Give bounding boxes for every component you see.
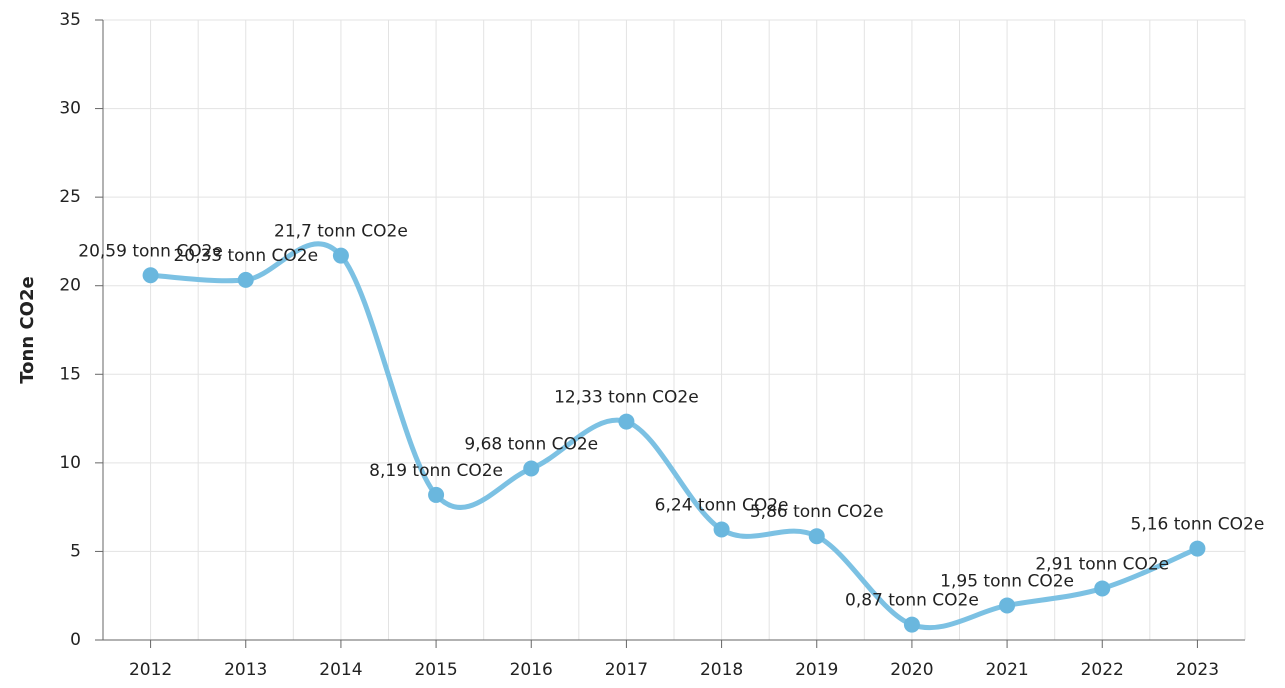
data-label: 8,19 tonn CO2e bbox=[369, 461, 503, 481]
point bbox=[428, 486, 445, 503]
point bbox=[332, 247, 349, 264]
point bbox=[1094, 580, 1111, 597]
x-tick-label: 2022 bbox=[1081, 660, 1124, 680]
x-tick-label: 2012 bbox=[129, 660, 172, 680]
point bbox=[713, 521, 730, 538]
data-label: 9,68 tonn CO2e bbox=[464, 435, 598, 455]
data-label: 6,24 tonn CO2e bbox=[655, 495, 789, 515]
point bbox=[999, 597, 1016, 614]
point bbox=[523, 460, 540, 477]
y-tick-label: 10 bbox=[59, 453, 81, 473]
data-label: 2,91 tonn CO2e bbox=[1035, 554, 1169, 574]
y-tick-label: 25 bbox=[59, 187, 81, 207]
y-tick-label: 15 bbox=[59, 364, 81, 384]
x-tick-label: 2021 bbox=[985, 660, 1028, 680]
data-label: 1,95 tonn CO2e bbox=[940, 571, 1074, 591]
point bbox=[903, 616, 920, 633]
point bbox=[1189, 540, 1206, 557]
x-tick-label: 2013 bbox=[224, 660, 267, 680]
y-tick-label: 5 bbox=[70, 541, 81, 561]
y-tick-label: 30 bbox=[59, 99, 81, 119]
x-tick-label: 2018 bbox=[700, 660, 743, 680]
x-tick-label: 2023 bbox=[1176, 660, 1219, 680]
point bbox=[808, 528, 825, 545]
x-tick-label: 2016 bbox=[510, 660, 553, 680]
x-tick-label: 2020 bbox=[890, 660, 933, 680]
x-tick-label: 2019 bbox=[795, 660, 838, 680]
x-tick-label: 2017 bbox=[605, 660, 648, 680]
point bbox=[618, 413, 635, 430]
data-label: 21,7 tonn CO2e bbox=[274, 222, 408, 242]
y-axis-label: Tonn CO2e bbox=[17, 276, 38, 383]
data-label: 12,33 tonn CO2e bbox=[554, 388, 699, 408]
x-tick-label: 2014 bbox=[319, 660, 362, 680]
point bbox=[142, 267, 159, 284]
data-label: 20,33 tonn CO2e bbox=[173, 246, 318, 266]
data-label: 0,87 tonn CO2e bbox=[845, 591, 979, 611]
y-tick-label: 35 bbox=[59, 10, 81, 30]
x-tick-label: 2015 bbox=[414, 660, 457, 680]
y-tick-label: 20 bbox=[59, 276, 81, 296]
data-label: 20,59 tonn CO2e bbox=[78, 241, 223, 261]
point bbox=[237, 271, 254, 288]
data-label: 5,86 tonn CO2e bbox=[750, 502, 884, 522]
y-tick-label: 0 bbox=[70, 630, 81, 650]
data-label: 5,16 tonn CO2e bbox=[1131, 515, 1265, 535]
